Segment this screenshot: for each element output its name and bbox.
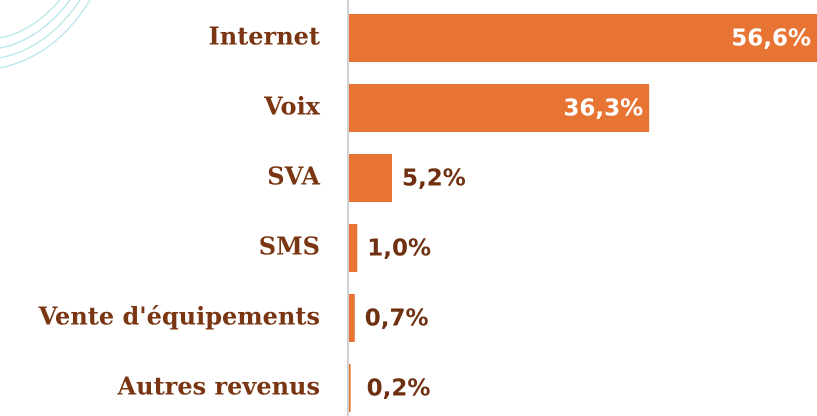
category-label: Internet xyxy=(209,22,320,51)
value-label: 36,3% xyxy=(563,96,643,122)
bar xyxy=(349,294,355,342)
bar xyxy=(349,84,650,132)
value-label: 5,2% xyxy=(402,166,466,192)
value-label: 1,0% xyxy=(367,236,431,262)
value-label: 56,6% xyxy=(731,26,811,52)
bar xyxy=(349,14,817,62)
category-label: Vente d'équipements xyxy=(38,302,320,331)
category-label: SVA xyxy=(267,162,320,191)
bar xyxy=(349,364,351,412)
value-label: 0,7% xyxy=(365,306,429,332)
decoration xyxy=(0,0,91,69)
bar xyxy=(349,154,392,202)
bar xyxy=(349,224,358,272)
category-label: Voix xyxy=(263,92,321,121)
category-label: SMS xyxy=(259,232,320,261)
category-label: Autres revenus xyxy=(117,372,320,401)
value-label: 0,2% xyxy=(367,376,431,402)
